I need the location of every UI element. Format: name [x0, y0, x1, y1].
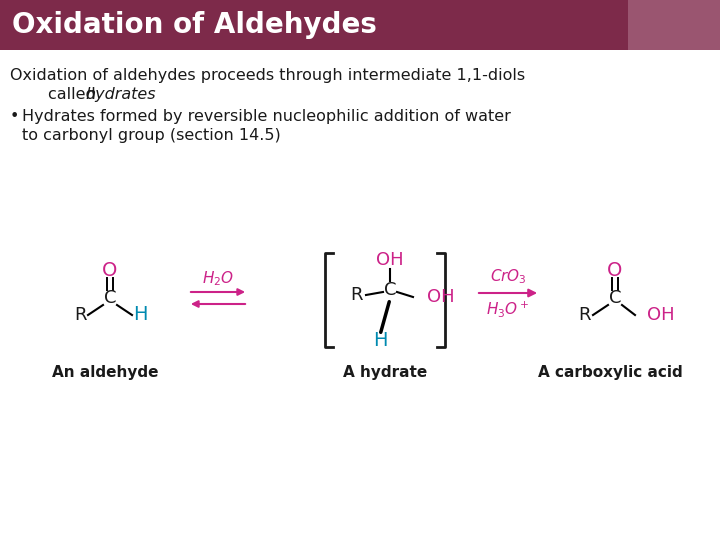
Text: R: R	[351, 286, 364, 304]
Text: A carboxylic acid: A carboxylic acid	[538, 365, 683, 380]
Text: $H_3O^+$: $H_3O^+$	[486, 299, 530, 319]
Text: Oxidation of aldehydes proceeds through intermediate 1,1-diols: Oxidation of aldehydes proceeds through …	[10, 68, 525, 83]
Text: OH: OH	[647, 306, 675, 324]
Text: called: called	[48, 87, 101, 102]
Text: O: O	[102, 260, 117, 280]
Text: An aldehyde: An aldehyde	[52, 365, 158, 380]
Text: R: R	[73, 306, 86, 324]
Text: OH: OH	[427, 288, 454, 306]
Text: $CrO_3$: $CrO_3$	[490, 268, 526, 286]
Text: $H_2O$: $H_2O$	[202, 269, 234, 288]
Bar	[628, 0, 720, 50]
Text: to carbonyl group (section 14.5): to carbonyl group (section 14.5)	[22, 128, 281, 143]
Text: •: •	[10, 109, 19, 124]
Bar	[0, 0, 720, 50]
Text: C: C	[608, 289, 621, 307]
Text: H: H	[373, 330, 387, 349]
Text: H: H	[132, 306, 148, 325]
Text: Oxidation of Aldehydes: Oxidation of Aldehydes	[12, 11, 377, 39]
Text: A hydrate: A hydrate	[343, 365, 427, 380]
Text: Hydrates formed by reversible nucleophilic addition of water: Hydrates formed by reversible nucleophil…	[22, 109, 511, 124]
Text: hydrates: hydrates	[85, 87, 156, 102]
Text: C: C	[104, 289, 116, 307]
Text: R: R	[579, 306, 591, 324]
Text: OH: OH	[376, 251, 404, 269]
Text: C: C	[384, 281, 396, 299]
Text: O: O	[607, 260, 623, 280]
